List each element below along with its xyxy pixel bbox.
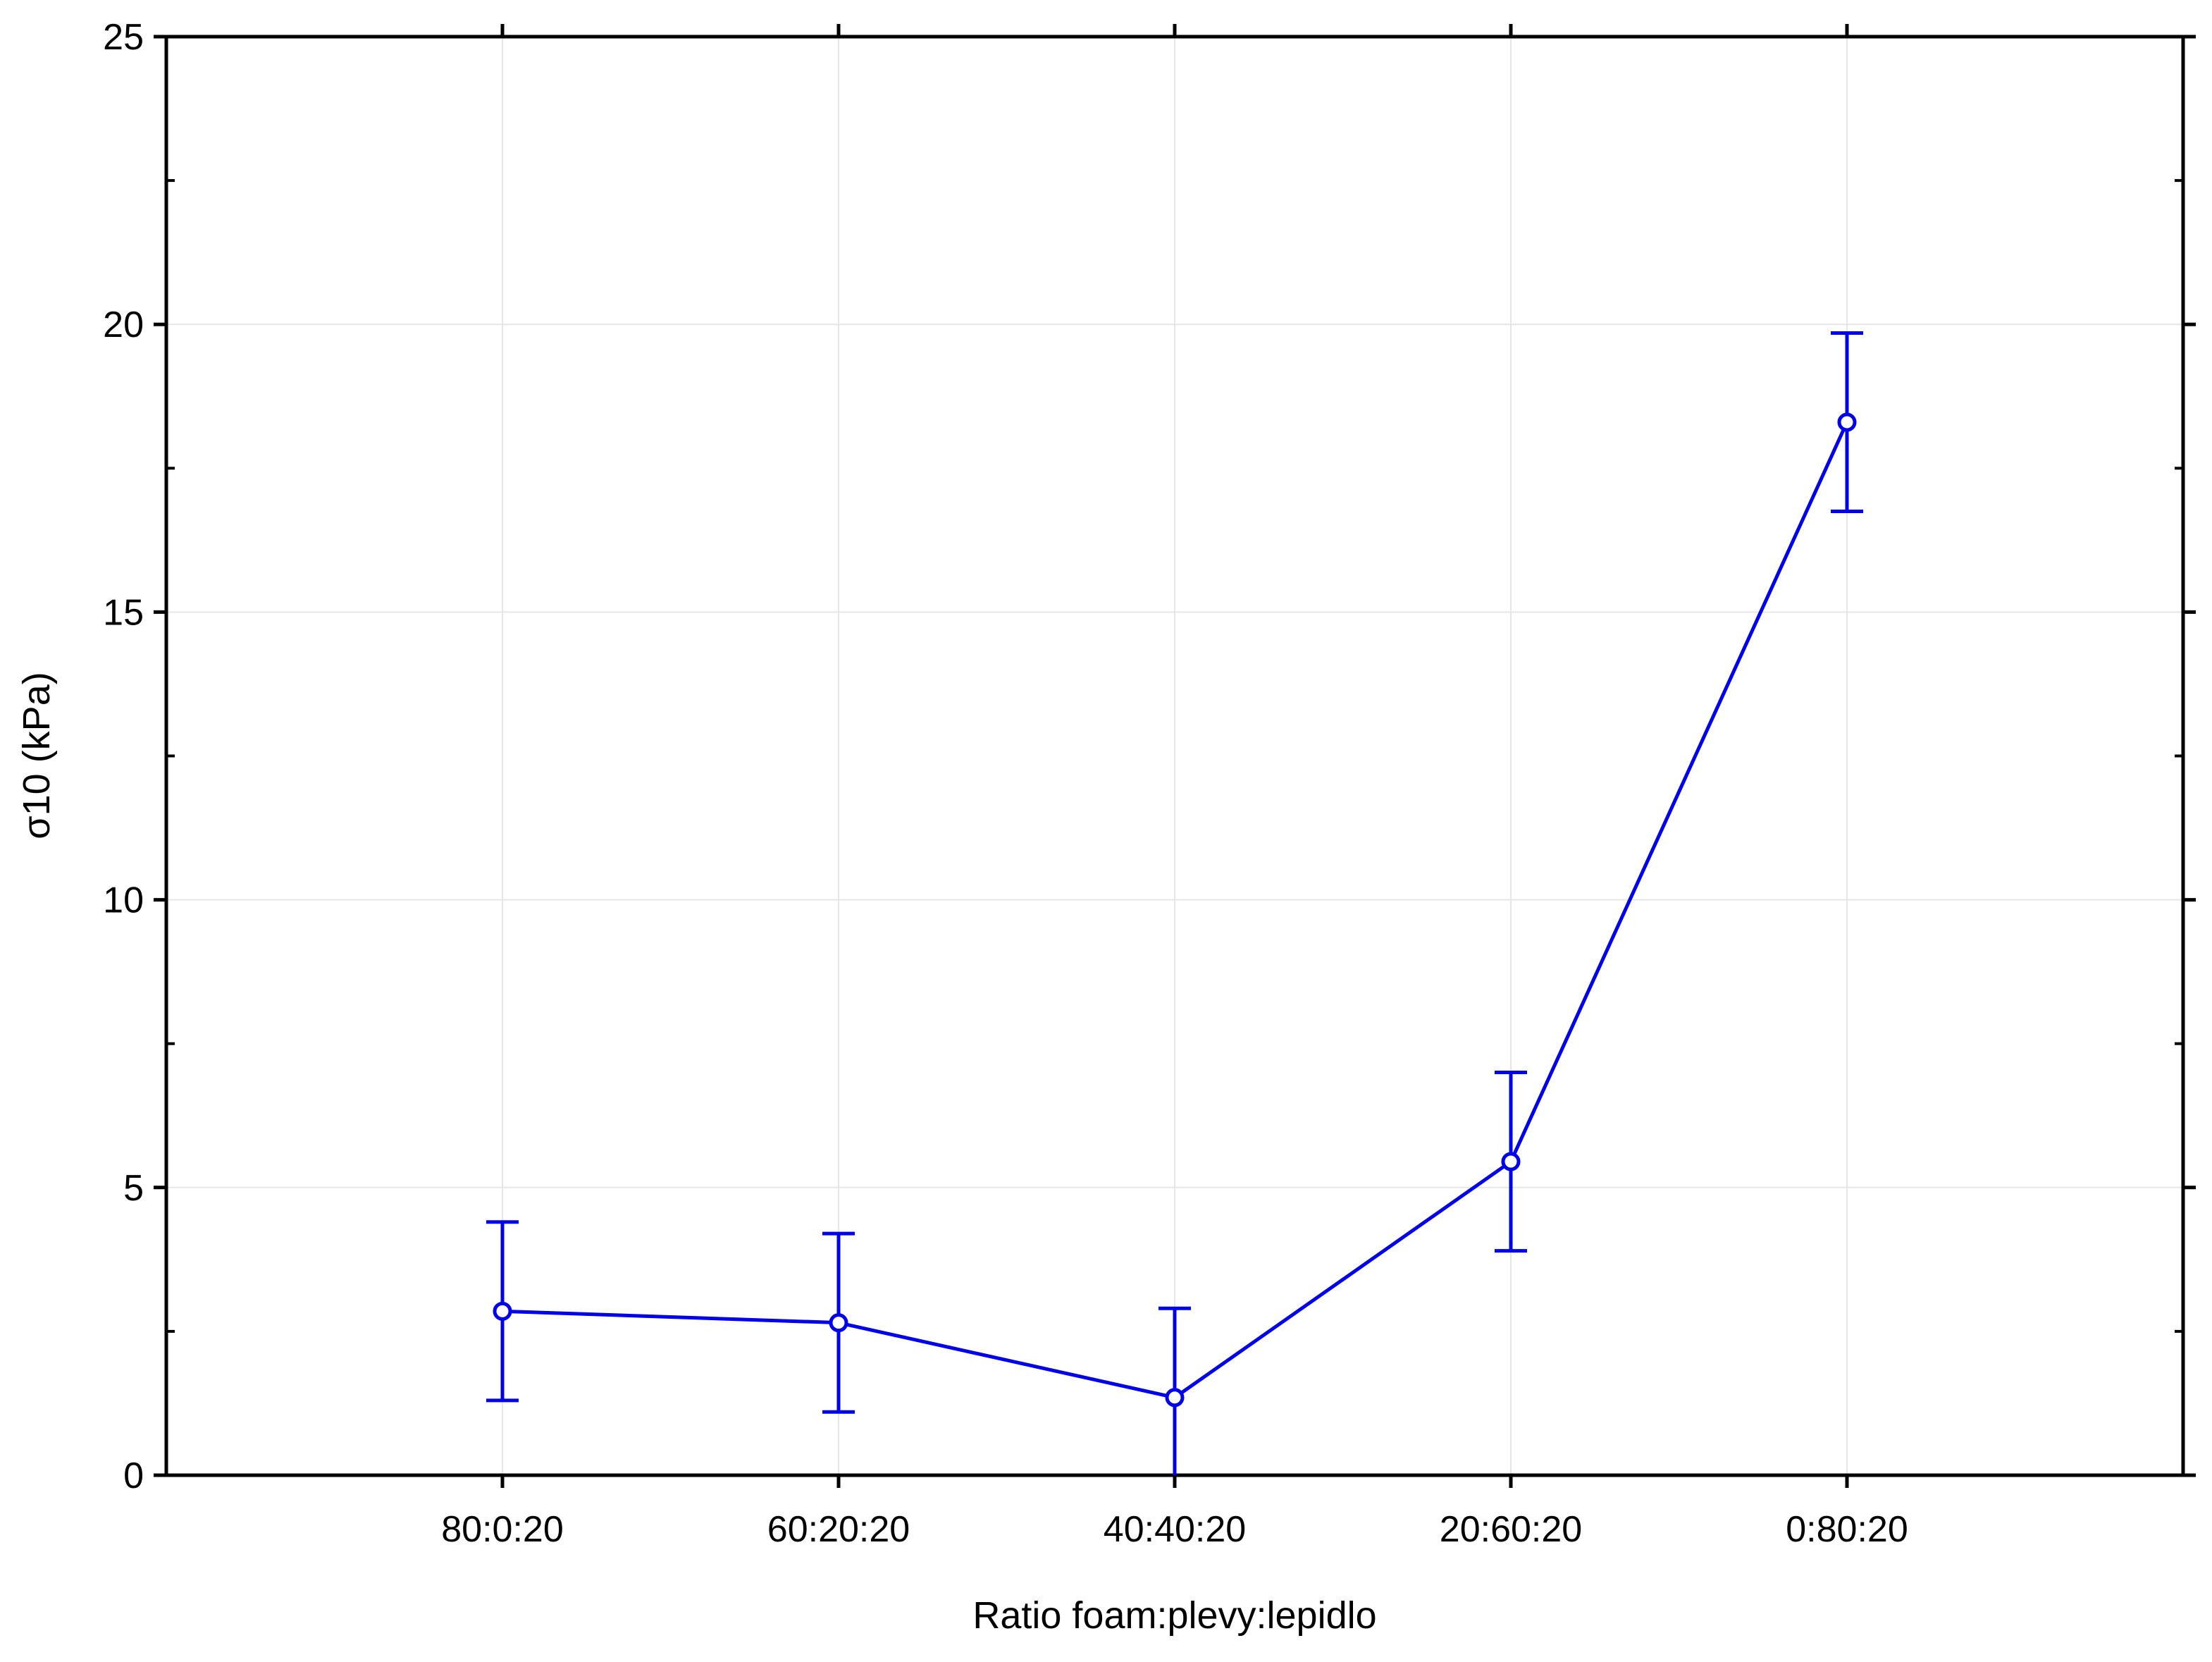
- y-tick-label: 15: [103, 592, 144, 633]
- x-axis-tick-labels: 80:0:20 60:20:20 40:40:20 20:60:20 0:80:20: [441, 1509, 1908, 1550]
- x-tick-label: 60:20:20: [767, 1509, 910, 1550]
- x-tick-label: 20:60:20: [1440, 1509, 1582, 1550]
- y-tick-label: 0: [123, 1455, 144, 1496]
- y-axis-tick-labels: 0 5 10 15 20 25: [103, 17, 144, 1496]
- grid-lines: [166, 37, 2183, 1475]
- x-tick-label: 40:40:20: [1104, 1509, 1246, 1550]
- x-axis-title: Ratio foam:plevy:lepidlo: [972, 1594, 1376, 1637]
- data-point-marker: [1501, 1152, 1521, 1171]
- axis-ticks: [154, 24, 2196, 1488]
- y-tick-label: 20: [103, 304, 144, 345]
- data-point-marker: [1165, 1388, 1185, 1408]
- series-group: [486, 331, 1863, 1475]
- y-tick-label: 25: [103, 17, 144, 58]
- y-tick-label: 10: [103, 880, 144, 921]
- data-point-marker: [829, 1313, 848, 1333]
- x-tick-label: 80:0:20: [441, 1509, 564, 1550]
- data-point-marker: [493, 1301, 512, 1321]
- x-tick-label: 0:80:20: [1786, 1509, 1908, 1550]
- data-point-marker: [1837, 412, 1857, 432]
- y-tick-label: 5: [123, 1168, 144, 1209]
- y-axis-title: σ10 (kPa): [16, 672, 58, 839]
